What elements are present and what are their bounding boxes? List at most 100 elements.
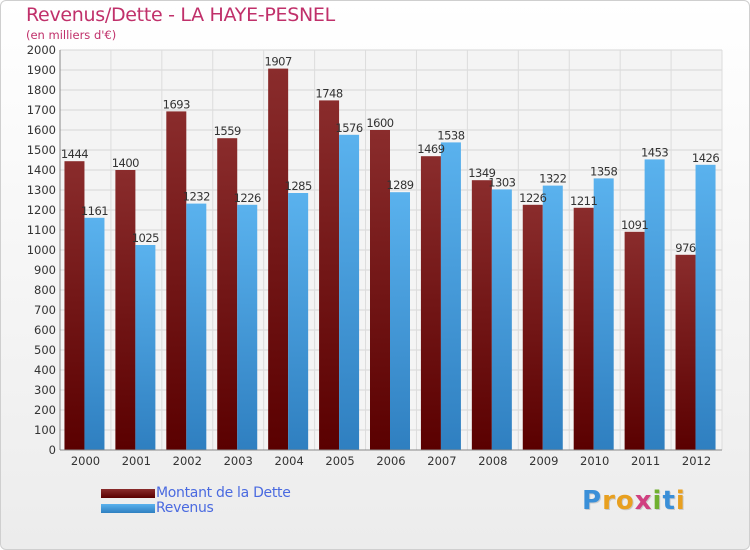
data-label: 1322: [539, 172, 566, 186]
bar-dette: [675, 254, 696, 450]
bar-dette: [217, 138, 238, 450]
data-label: 1400: [112, 156, 139, 170]
bar-dette: [370, 130, 390, 450]
bar-revenus: [593, 178, 614, 450]
data-label: 1349: [468, 166, 495, 180]
data-label: 1226: [519, 191, 546, 205]
x-tick-label: 2000: [71, 454, 100, 468]
data-label: 1303: [488, 175, 515, 189]
logo-letter: P: [582, 486, 603, 516]
proxiti-logo: Proxiti: [582, 486, 686, 516]
x-tick-label: 2007: [427, 454, 456, 468]
bar-dette: [471, 180, 492, 450]
y-tick-label: 100: [34, 423, 56, 437]
data-label: 1469: [417, 142, 444, 156]
y-tick-label: 0: [49, 443, 56, 457]
bar-revenus: [644, 159, 665, 450]
y-tick-label: 400: [34, 363, 56, 377]
data-label: 1576: [335, 121, 362, 135]
x-tick-label: 2011: [631, 454, 660, 468]
bar-revenus: [186, 203, 207, 450]
y-tick-label: 900: [34, 263, 56, 277]
y-tick-label: 300: [34, 383, 56, 397]
y-tick-label: 1400: [27, 163, 56, 177]
x-tick-label: 2001: [122, 454, 151, 468]
data-label: 1211: [570, 194, 597, 208]
legend-swatch-revenus: [101, 504, 155, 513]
chart-title: Revenus/Dette - LA HAYE-PESNEL: [26, 4, 335, 26]
bar-revenus: [135, 245, 156, 450]
bar-revenus: [390, 192, 410, 450]
bar-revenus: [288, 193, 309, 450]
x-tick-label: 2006: [376, 454, 405, 468]
legend-label-revenus: Revenus: [156, 500, 214, 516]
data-label: 1025: [132, 231, 159, 245]
data-label: 1426: [692, 151, 719, 165]
data-label: 1232: [183, 190, 210, 204]
data-label: 1559: [214, 124, 241, 138]
bar-revenus: [84, 217, 105, 450]
x-tick-label: 2009: [529, 454, 558, 468]
y-tick-label: 1500: [27, 143, 56, 157]
data-label: 1444: [61, 147, 88, 161]
bar-dette: [319, 100, 340, 451]
y-tick-label: 1200: [27, 203, 56, 217]
y-tick-label: 2000: [27, 43, 56, 57]
bar-dette: [166, 111, 187, 451]
bar-dette: [268, 68, 289, 450]
bar-dette: [573, 207, 594, 450]
y-tick-label: 1100: [27, 223, 56, 237]
data-label: 1453: [641, 145, 668, 159]
x-tick-label: 2012: [682, 454, 711, 468]
y-tick-label: 800: [34, 283, 56, 297]
data-label: 1289: [386, 178, 413, 192]
bar-dette: [115, 170, 136, 450]
bar-revenus: [237, 204, 258, 450]
y-tick-label: 1700: [27, 103, 56, 117]
data-label: 1907: [265, 55, 292, 69]
data-label: 1538: [437, 128, 464, 142]
bar-dette: [624, 231, 645, 450]
y-tick-label: 1600: [27, 123, 56, 137]
x-tick-label: 2005: [325, 454, 354, 468]
legend-label-debt: Montant de la Dette: [156, 485, 291, 501]
x-tick-label: 2004: [275, 454, 304, 468]
y-tick-label: 1300: [27, 183, 56, 197]
logo-letter: o: [615, 486, 635, 516]
bar-revenus: [542, 185, 563, 450]
x-tick-label: 2002: [173, 454, 202, 468]
data-label: 1161: [81, 204, 108, 218]
data-label: 976: [675, 241, 696, 255]
y-tick-label: 500: [34, 343, 56, 357]
data-label: 1600: [366, 116, 393, 130]
data-label: 1748: [315, 86, 342, 100]
y-tick-label: 700: [34, 303, 56, 317]
logo-letter: t: [662, 486, 676, 516]
bar-revenus: [695, 164, 716, 451]
logo-letter: x: [634, 486, 653, 516]
chart-subtitle: (en milliers d'€): [26, 28, 117, 42]
logo-letter: r: [602, 486, 616, 516]
x-tick-label: 2003: [224, 454, 253, 468]
y-tick-label: 1900: [27, 63, 56, 77]
y-tick-label: 600: [34, 323, 56, 337]
bar-dette: [64, 161, 85, 450]
data-label: 1693: [163, 97, 190, 111]
data-label: 1358: [590, 164, 617, 178]
y-tick-label: 1800: [27, 83, 56, 97]
legend-swatch-debt: [101, 489, 155, 498]
bar-dette: [420, 156, 441, 450]
x-tick-label: 2010: [580, 454, 609, 468]
data-label: 1285: [285, 179, 312, 193]
x-tick-label: 2008: [478, 454, 507, 468]
data-label: 1226: [234, 191, 261, 205]
bar-revenus: [491, 189, 512, 450]
bar-revenus: [339, 134, 360, 451]
logo-letter: i: [675, 486, 686, 516]
data-label: 1091: [621, 218, 648, 232]
bar-revenus: [440, 142, 461, 450]
y-tick-label: 1000: [27, 243, 56, 257]
logo-letter: i: [652, 486, 663, 516]
y-tick-label: 200: [34, 403, 56, 417]
